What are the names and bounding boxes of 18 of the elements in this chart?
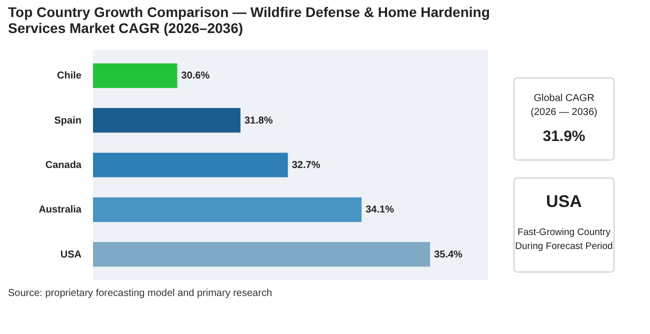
text: Fast-Growing Country xyxy=(518,227,611,238)
y-tick-label: USA xyxy=(60,249,82,260)
source-note: Source: proprietary forecasting model and primary research xyxy=(8,288,272,299)
data-label: 32.7% xyxy=(292,160,320,171)
text: During Forecast Period xyxy=(515,241,613,252)
y-tick-label: Australia xyxy=(38,204,82,216)
chart-title: Top Country Growth Comparison — Wildfire Defense & Home Hardening Services Market CAGR (2026–2036) xyxy=(8,4,490,36)
text: Global CAGR xyxy=(534,93,594,104)
data-label: 30.6% xyxy=(181,70,210,82)
data-label: 31.8% xyxy=(244,115,273,126)
text: 31.9% xyxy=(542,128,586,145)
y-tick-label: Canada xyxy=(45,160,82,171)
y-tick-label: Spain xyxy=(54,115,82,126)
y-tick-label: Chile xyxy=(57,70,82,82)
data-label: 34.1% xyxy=(366,204,394,216)
text: (2026 — 2036) xyxy=(530,107,598,118)
text: USA xyxy=(546,192,582,211)
data-label: 35.4% xyxy=(434,249,463,260)
